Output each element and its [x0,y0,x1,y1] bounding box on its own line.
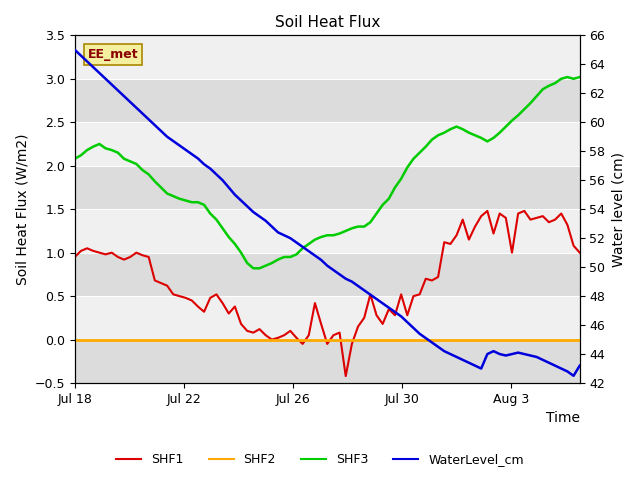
Bar [75,122,580,166]
Bar [75,252,580,296]
Bar [75,79,580,122]
Bar [75,296,580,339]
Bar [75,209,580,252]
Text: Time: Time [546,411,580,425]
Legend: SHF1, SHF2, SHF3, WaterLevel_cm: SHF1, SHF2, SHF3, WaterLevel_cm [111,448,529,471]
Text: EE_met: EE_met [88,48,138,61]
Y-axis label: Water level (cm): Water level (cm) [611,152,625,267]
Bar [75,339,580,383]
Bar [75,36,580,79]
Y-axis label: Soil Heat Flux (W/m2): Soil Heat Flux (W/m2) [15,133,29,285]
Bar [75,166,580,209]
Title: Soil Heat Flux: Soil Heat Flux [275,15,380,30]
